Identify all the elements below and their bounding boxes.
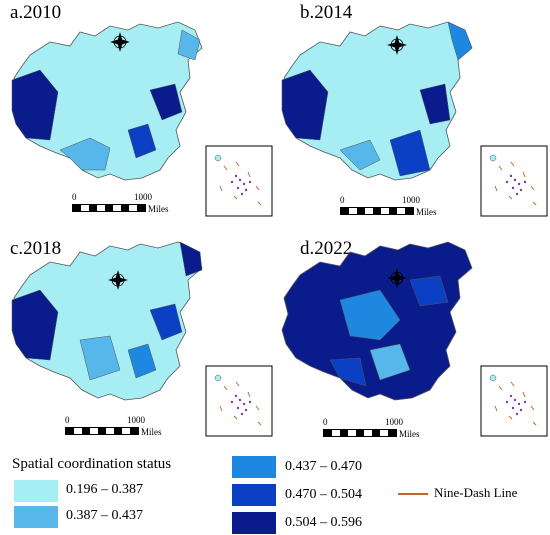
- panel-title: b.2014: [300, 2, 353, 23]
- panel-title: d.2022: [300, 238, 353, 259]
- legend-range-1: 0.196 – 0.387: [66, 482, 143, 497]
- legend-range-5: 0.504 – 0.596: [285, 515, 362, 530]
- map-panel-2014: b.2014 0 1000 Miles: [275, 0, 550, 230]
- compass-icon: [386, 267, 408, 289]
- nine-dash-line-symbol: [398, 493, 428, 495]
- map-panel-2022: d.2022 0 1000 Miles: [275, 230, 550, 445]
- china-map: [281, 21, 473, 181]
- south-china-sea-inset: [480, 145, 548, 217]
- china-map: [11, 21, 203, 181]
- china-map: [281, 241, 473, 401]
- legend-range-2: 0.387 – 0.437: [66, 508, 143, 523]
- south-china-sea-inset: [205, 365, 273, 437]
- legend-range-3: 0.437 – 0.470: [285, 459, 362, 474]
- legend-range-4: 0.470 – 0.504: [285, 487, 362, 502]
- legend-swatch-4: [232, 484, 276, 506]
- panel-title: c.2018: [10, 238, 62, 259]
- legend-swatch-3: [232, 456, 276, 478]
- legend-swatch-1: [14, 480, 58, 502]
- south-china-sea-inset: [480, 365, 548, 437]
- south-china-sea-inset: [205, 145, 273, 217]
- map-panel-2018: c.2018 0 1000 Miles: [0, 230, 275, 445]
- compass-icon: [386, 34, 408, 56]
- nine-dash-line-label: Nine-Dash Line: [434, 485, 518, 500]
- legend-swatch-5: [232, 512, 276, 534]
- compass-icon: [109, 31, 131, 53]
- legend-title: Spatial coordination status: [12, 456, 172, 472]
- map-panel-2010: a.2010 0 1000 Miles: [0, 0, 275, 230]
- china-map: [11, 241, 203, 401]
- compass-icon: [107, 269, 129, 291]
- legend-swatch-2: [14, 506, 58, 528]
- panel-title: a.2010: [10, 2, 62, 23]
